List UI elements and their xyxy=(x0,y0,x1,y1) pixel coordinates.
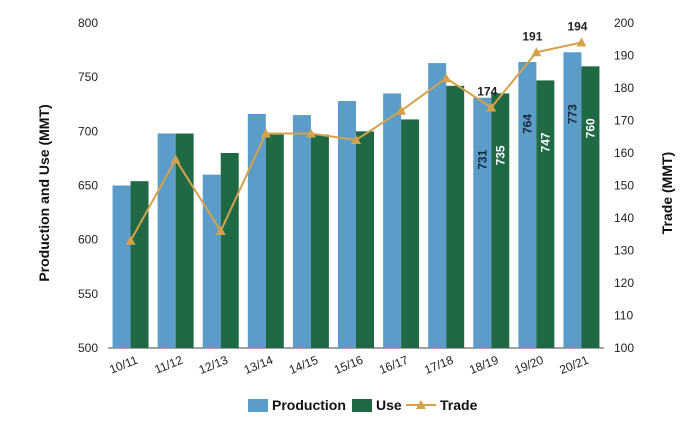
bar-use xyxy=(446,85,465,348)
bar-production xyxy=(247,114,266,348)
y-tick-label: 750 xyxy=(78,70,98,84)
y2-tick-label: 150 xyxy=(614,179,634,193)
bar-data-label: 764 xyxy=(520,114,534,134)
trade-marker xyxy=(396,105,407,115)
bar-use xyxy=(130,181,149,348)
bar-data-label: 735 xyxy=(493,145,507,165)
bar-use xyxy=(491,93,510,349)
y-tick-label: 800 xyxy=(78,16,98,30)
trade-data-label: 174 xyxy=(477,85,497,99)
legend: Production Use Trade xyxy=(248,397,478,413)
trade-marker xyxy=(576,37,587,47)
bar-data-label: 731 xyxy=(475,149,489,169)
trade-marker xyxy=(486,102,497,112)
y2-axis-title: Trade (MMT) xyxy=(659,152,675,234)
y2-tick-label: 120 xyxy=(614,276,634,290)
bar-production xyxy=(202,174,221,348)
x-tick-label: 13/14 xyxy=(242,353,275,377)
x-tick-label: 19/20 xyxy=(512,353,545,377)
y-tick-label: 550 xyxy=(78,287,98,301)
x-tick-label: 15/16 xyxy=(332,353,365,377)
x-axis-ticks: 10/11 11/12 12/13 13/14 14/15 15/16 16/17 17/18… xyxy=(107,353,590,377)
bars xyxy=(112,52,600,349)
y-tick-label: 650 xyxy=(78,179,98,193)
x-tick-label: 14/15 xyxy=(287,353,320,377)
bar-production xyxy=(428,63,447,348)
legend-label-production: Production xyxy=(272,397,346,413)
trade-marker xyxy=(215,226,226,235)
y-tick-label: 600 xyxy=(78,233,98,247)
trade-labels: 174 191 194 xyxy=(477,20,588,99)
y-tick-label: 700 xyxy=(78,124,98,138)
bar-production xyxy=(157,133,176,348)
trade-marker xyxy=(260,128,271,138)
y-tick-label: 500 xyxy=(78,341,98,355)
bar-production xyxy=(383,93,402,349)
trade-data-label: 191 xyxy=(522,29,542,43)
y-axis-ticks: 500 550 600 650 700 750 800 xyxy=(78,16,98,355)
x-tick-label: 16/17 xyxy=(377,353,410,377)
bar-production xyxy=(338,101,356,348)
legend-swatch-trade-marker xyxy=(416,400,426,409)
x-tick-label: 18/19 xyxy=(467,353,500,377)
bar-production xyxy=(563,52,582,348)
bar-production xyxy=(112,185,131,348)
legend-label-trade: Trade xyxy=(440,397,478,413)
x-tick-label: 20/21 xyxy=(557,353,590,377)
legend-swatch-production xyxy=(248,399,268,412)
bar-data-label: 747 xyxy=(538,132,552,152)
y2-tick-label: 110 xyxy=(614,309,633,323)
bar-use xyxy=(581,66,600,348)
trade-marker xyxy=(125,235,136,245)
bar-use xyxy=(401,119,420,349)
y2-tick-label: 100 xyxy=(614,341,634,355)
trade-data-label: 194 xyxy=(567,20,587,34)
y2-tick-label: 130 xyxy=(614,244,634,258)
bar-production xyxy=(518,62,537,348)
bar-labels: 731 735 764 747 773 760 xyxy=(475,104,597,170)
trade-series xyxy=(125,37,587,245)
trade-marker xyxy=(351,135,361,144)
y2-tick-label: 180 xyxy=(614,81,634,95)
bar-production xyxy=(292,115,311,348)
bar-use xyxy=(536,80,555,349)
legend-label-use: Use xyxy=(376,397,402,413)
y2-tick-label: 170 xyxy=(614,114,634,128)
y2-tick-label: 200 xyxy=(614,16,634,30)
bar-use xyxy=(220,153,239,348)
bar-use xyxy=(356,131,374,348)
legend-swatch-use xyxy=(352,399,372,412)
y2-tick-label: 160 xyxy=(614,146,634,160)
trade-marker xyxy=(305,128,316,138)
bar-use xyxy=(175,133,194,348)
y2-tick-label: 140 xyxy=(614,211,634,225)
bar-production xyxy=(473,97,492,348)
bar-use xyxy=(310,134,329,348)
x-tick-label: 12/13 xyxy=(197,353,230,377)
y2-axis-ticks: 100 110 120 130 140 150 160 170 180 190 200 xyxy=(614,16,634,355)
y-axis-title: Production and Use (MMT) xyxy=(36,104,52,281)
trade-marker xyxy=(441,73,452,83)
x-tick-label: 17/18 xyxy=(422,353,455,377)
bar-use xyxy=(265,134,284,348)
bar-data-label: 760 xyxy=(583,118,597,138)
y2-tick-label: 190 xyxy=(614,49,634,63)
x-tick-label: 10/11 xyxy=(107,353,140,377)
trade-marker xyxy=(170,154,181,164)
trade-marker xyxy=(531,47,542,57)
bar-data-label: 773 xyxy=(565,104,579,124)
x-tick-label: 11/12 xyxy=(152,353,185,377)
